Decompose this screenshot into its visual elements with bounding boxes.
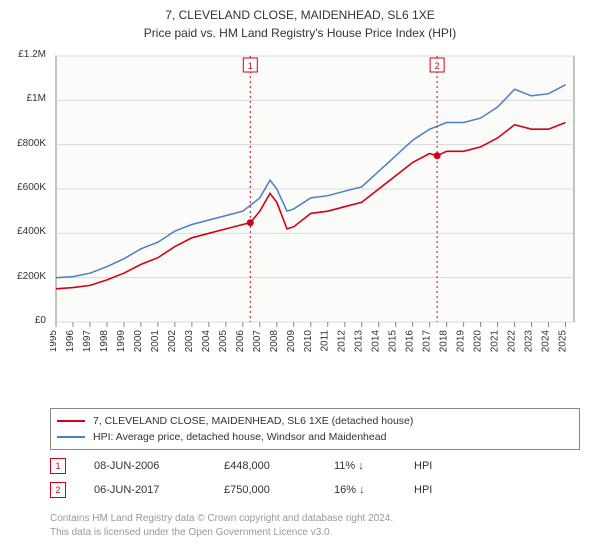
y-tick-label: £800K: [0, 138, 46, 149]
event-vs-2: HPI: [414, 484, 580, 496]
svg-text:2010: 2010: [303, 330, 314, 353]
title-block: 7, CLEVELAND CLOSE, MAIDENHEAD, SL6 1XE …: [0, 0, 600, 42]
svg-text:2009: 2009: [286, 330, 297, 353]
event-date-1: 08-JUN-2006: [94, 460, 224, 472]
svg-text:2024: 2024: [541, 330, 552, 353]
svg-text:2022: 2022: [507, 330, 518, 353]
svg-text:2: 2: [435, 61, 440, 71]
svg-text:2017: 2017: [422, 330, 433, 353]
y-tick-label: £400K: [0, 226, 46, 237]
legend-swatch-price: [57, 420, 85, 422]
svg-text:2002: 2002: [167, 330, 178, 353]
chart-container: 7, CLEVELAND CLOSE, MAIDENHEAD, SL6 1XE …: [0, 0, 600, 560]
svg-text:1997: 1997: [82, 330, 93, 353]
svg-text:2013: 2013: [354, 330, 365, 353]
svg-text:2003: 2003: [184, 330, 195, 353]
legend-item-price: 7, CLEVELAND CLOSE, MAIDENHEAD, SL6 1XE …: [57, 413, 573, 429]
svg-text:2004: 2004: [201, 330, 212, 353]
svg-text:2021: 2021: [490, 330, 501, 353]
event-marker-2: 2: [50, 482, 66, 498]
svg-text:2023: 2023: [524, 330, 535, 353]
event-vs-1: HPI: [414, 460, 580, 472]
y-tick-label: £0: [0, 315, 46, 326]
footer: Contains HM Land Registry data © Crown c…: [50, 512, 580, 540]
legend-label-price: 7, CLEVELAND CLOSE, MAIDENHEAD, SL6 1XE …: [93, 415, 413, 427]
footer-line2: This data is licensed under the Open Gov…: [50, 526, 580, 540]
svg-text:2001: 2001: [150, 330, 161, 353]
y-tick-label: £600K: [0, 182, 46, 193]
svg-text:2015: 2015: [388, 330, 399, 353]
svg-text:1999: 1999: [116, 330, 127, 353]
svg-text:2025: 2025: [558, 330, 569, 353]
title-address: 7, CLEVELAND CLOSE, MAIDENHEAD, SL6 1XE: [0, 6, 600, 24]
event-delta-2: 16% ↓: [334, 484, 414, 496]
event-date-2: 06-JUN-2017: [94, 484, 224, 496]
svg-text:1: 1: [248, 61, 253, 71]
y-tick-label: £1M: [0, 93, 46, 104]
svg-text:2005: 2005: [218, 330, 229, 353]
footer-line1: Contains HM Land Registry data © Crown c…: [50, 512, 580, 526]
svg-text:2018: 2018: [439, 330, 450, 353]
legend-item-hpi: HPI: Average price, detached house, Wind…: [57, 429, 573, 445]
svg-text:2020: 2020: [473, 330, 484, 353]
y-tick-label: £1.2M: [0, 49, 46, 60]
svg-text:1995: 1995: [50, 330, 59, 353]
legend: 7, CLEVELAND CLOSE, MAIDENHEAD, SL6 1XE …: [50, 408, 580, 450]
event-row-1: 1 08-JUN-2006 £448,000 11% ↓ HPI: [50, 454, 580, 478]
legend-label-hpi: HPI: Average price, detached house, Wind…: [93, 431, 386, 443]
y-tick-label: £200K: [0, 271, 46, 282]
event-marker-1: 1: [50, 458, 66, 474]
svg-text:2016: 2016: [405, 330, 416, 353]
svg-text:2000: 2000: [133, 330, 144, 353]
svg-text:1998: 1998: [99, 330, 110, 353]
svg-text:2007: 2007: [252, 330, 263, 353]
title-subtitle: Price paid vs. HM Land Registry's House …: [0, 24, 600, 42]
event-delta-1: 11% ↓: [334, 460, 414, 472]
events-table: 1 08-JUN-2006 £448,000 11% ↓ HPI 2 06-JU…: [50, 454, 580, 502]
svg-text:2011: 2011: [320, 330, 331, 352]
svg-text:1996: 1996: [65, 330, 76, 353]
event-price-2: £750,000: [224, 484, 334, 496]
svg-text:2019: 2019: [456, 330, 467, 353]
svg-text:2012: 2012: [337, 330, 348, 353]
svg-text:2006: 2006: [235, 330, 246, 353]
price-chart: 1 2 1995 1996 1997 1998 1999 2000 2001 2002 2003 20…: [50, 50, 580, 360]
svg-text:2014: 2014: [371, 330, 382, 353]
legend-swatch-hpi: [57, 436, 85, 438]
event-price-1: £448,000: [224, 460, 334, 472]
svg-text:2008: 2008: [269, 330, 280, 353]
event-row-2: 2 06-JUN-2017 £750,000 16% ↓ HPI: [50, 478, 580, 502]
